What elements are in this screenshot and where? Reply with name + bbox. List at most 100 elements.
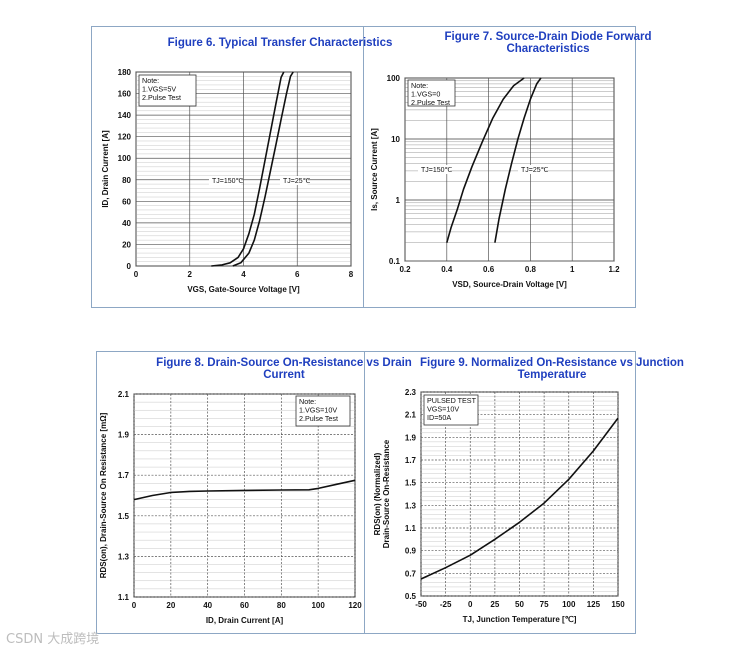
x-tick-label: 40	[203, 601, 212, 610]
series-line	[232, 71, 294, 267]
y-tick-label: 2.1	[405, 411, 417, 420]
x-tick-label: 125	[587, 600, 601, 609]
y-tick-label: 160	[118, 90, 132, 99]
note-line: 2.Pulse Test	[142, 93, 181, 102]
y-axis-label: ID, Drain Current [A]	[101, 130, 110, 208]
y-tick-label: 0.1	[389, 257, 401, 266]
y-tick-label: 180	[118, 68, 132, 77]
x-tick-label: 0.8	[525, 265, 537, 274]
x-tick-label: 0	[132, 601, 137, 610]
y-tick-label: 2.1	[118, 390, 130, 399]
y-tick-label: 80	[122, 176, 131, 185]
note-line: ID=50A	[427, 413, 451, 422]
chart-title: Temperature	[518, 369, 587, 381]
series-label-bg	[280, 176, 308, 185]
note-line: 2.Pulse Test	[299, 414, 338, 423]
x-tick-label: -50	[415, 600, 427, 609]
y-tick-label: 2.3	[405, 388, 417, 397]
y-tick-label: 120	[118, 133, 132, 142]
y-tick-label: 1.3	[405, 501, 417, 510]
x-tick-label: 6	[295, 270, 300, 279]
note-box	[138, 74, 197, 107]
x-tick-label: 0.4	[441, 265, 453, 274]
x-tick-label: 25	[490, 600, 499, 609]
x-tick-label: 0.2	[399, 265, 411, 274]
y-tick-label: 0.5	[405, 592, 417, 601]
x-tick-label: 100	[311, 601, 325, 610]
y-tick-label: 1	[396, 196, 401, 205]
x-axis-label: TJ, Junction Temperature [℃]	[463, 615, 577, 624]
series-line	[133, 479, 356, 501]
y-tick-label: 1.3	[118, 552, 130, 561]
x-tick-label: 4	[241, 270, 246, 279]
note-box	[295, 395, 351, 427]
y-tick-label: 1.7	[118, 471, 130, 480]
chart-title: Figure 9. Normalized On-Resistance vs Ju…	[420, 357, 684, 369]
series-line	[211, 71, 285, 267]
x-tick-label: 8	[349, 270, 354, 279]
x-axis-label: VGS, Gate-Source Voltage [V]	[187, 285, 300, 294]
y-tick-label: 1.1	[118, 593, 130, 602]
note-line: Note:	[142, 76, 159, 85]
series-label: TJ=150℃	[212, 178, 244, 185]
series-line	[494, 77, 542, 243]
note-line: 2.Pulse Test	[411, 98, 450, 107]
chart-title: Figure 7. Source-Drain Diode Forward	[444, 31, 651, 43]
x-tick-label: 2	[188, 270, 193, 279]
x-tick-label: 120	[348, 601, 362, 610]
y-tick-label: 1.5	[118, 512, 130, 521]
y-axis-label: Is, Source Current [A]	[370, 128, 379, 211]
note-line: PULSED TEST	[427, 396, 477, 405]
note-line: Note:	[411, 81, 428, 90]
x-tick-label: 1	[570, 265, 575, 274]
y-axis-label: RDS(on) (Normalized)	[373, 452, 382, 535]
series-line	[420, 417, 619, 580]
note-line: 1.VGS=0	[411, 90, 440, 99]
x-tick-label: 1.2	[608, 265, 620, 274]
y-tick-label: 1.9	[118, 431, 130, 440]
x-tick-label: 150	[611, 600, 625, 609]
chart-title: Characteristics	[506, 43, 589, 55]
y-tick-label: 0	[127, 262, 132, 271]
x-tick-label: 75	[540, 600, 549, 609]
x-tick-label: 0.6	[483, 265, 495, 274]
series-line	[446, 77, 525, 243]
series-label-bg	[209, 176, 242, 185]
x-tick-label: 20	[166, 601, 175, 610]
chart-title: Figure 8. Drain-Source On-Resistance vs …	[156, 357, 412, 369]
chart-title: Current	[263, 369, 305, 381]
x-tick-label: 50	[515, 600, 524, 609]
x-tick-label: 0	[468, 600, 473, 609]
y-axis-label: Drain-Source On-Resistance	[382, 439, 391, 548]
y-axis-label: RDS(on), Drain-Source On Resistance [mΩ]	[99, 412, 108, 578]
series-label-bg	[418, 165, 451, 174]
y-tick-label: 1.7	[405, 456, 417, 465]
y-tick-label: 0.9	[405, 547, 417, 556]
x-axis-label: ID, Drain Current [A]	[206, 616, 284, 625]
x-tick-label: 60	[240, 601, 249, 610]
y-tick-label: 100	[387, 74, 401, 83]
x-tick-label: 0	[134, 270, 139, 279]
y-tick-label: 100	[118, 154, 132, 163]
x-tick-label: 100	[562, 600, 576, 609]
y-tick-label: 0.7	[405, 569, 417, 578]
series-label: TJ=25℃	[521, 167, 549, 174]
series-label: TJ=25℃	[283, 178, 311, 185]
chart-title: Figure 6. Typical Transfer Characteristi…	[168, 37, 393, 49]
note-line: 1.VGS=10V	[299, 406, 337, 415]
series-label: TJ=150℃	[421, 167, 453, 174]
y-tick-label: 1.9	[405, 433, 417, 442]
y-tick-label: 1.5	[405, 479, 417, 488]
note-box	[423, 394, 479, 426]
x-tick-label: -25	[440, 600, 452, 609]
y-tick-label: 10	[391, 135, 400, 144]
y-tick-label: 40	[122, 219, 131, 228]
note-line: 1.VGS=5V	[142, 85, 176, 94]
note-line: Note:	[299, 397, 316, 406]
series-label-bg	[518, 165, 546, 174]
y-tick-label: 140	[118, 111, 132, 120]
